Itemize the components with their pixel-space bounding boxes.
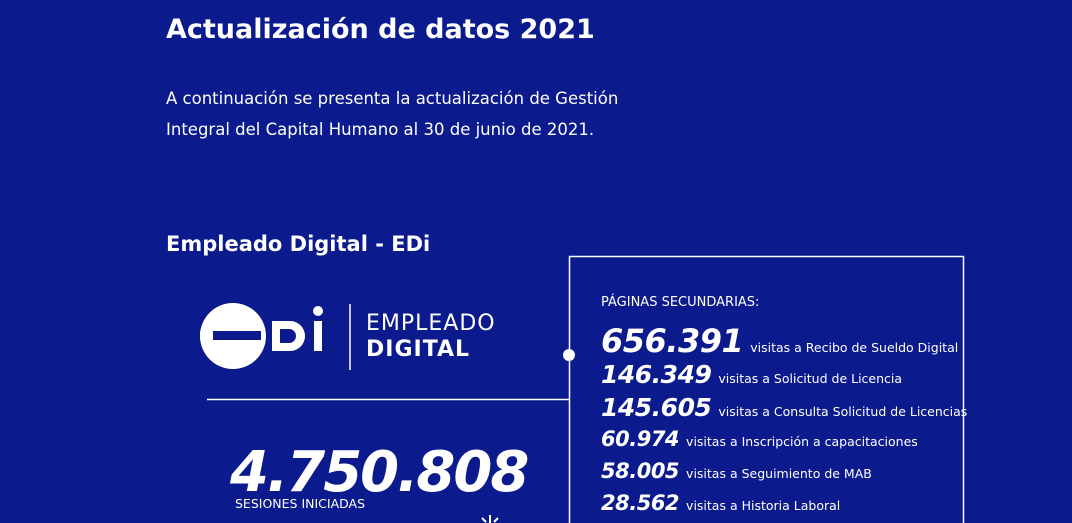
logo-text: EMPLEADO xyxy=(366,311,496,336)
item-label: visitas a Historia Laboral xyxy=(686,498,841,513)
item-label: visitas a Inscripción a capacitaciones xyxy=(686,434,918,449)
item-number: 58.005 xyxy=(601,459,680,483)
intro-line: Integral del Capital Humano al 30 de jun… xyxy=(166,120,595,139)
title: Actualización de datos 2021 xyxy=(166,14,595,45)
item-label: visitas a Consulta Solicitud de Licencia… xyxy=(718,404,968,419)
item-number: 28.562 xyxy=(601,491,680,515)
item-number: 145.605 xyxy=(601,393,712,422)
secondary-item: 28.562 visitas a Historia Laboral xyxy=(601,491,840,515)
secondary-box xyxy=(568,255,965,523)
item-label: visitas a Recibo de Sueldo Digital xyxy=(750,340,959,355)
item-number: 146.349 xyxy=(601,360,712,389)
intro-line: A continuación se presenta la actualizac… xyxy=(166,89,619,108)
secondary-item: 60.974 visitas a Inscripción a capacitaci… xyxy=(601,427,918,451)
secondary-item: 146.349 visitas a Solicitud de Licencia xyxy=(601,360,902,389)
edi-logo xyxy=(200,303,351,370)
item-label: visitas a Seguimiento de MAB xyxy=(686,466,872,481)
total-number: 4.750.808 xyxy=(230,440,529,505)
secondary-item: 656.391 visitas a Recibo de Sueldo Digita… xyxy=(601,322,958,360)
item-number: 60.974 xyxy=(601,427,680,451)
icon-fragment xyxy=(481,515,499,523)
item-label: visitas a Solicitud de Licencia xyxy=(718,371,903,386)
connector-dot xyxy=(563,349,575,361)
total-label: SESIONES INICIADAS xyxy=(235,496,366,511)
secondary-title: PÁGINAS SECUNDARIAS: xyxy=(601,295,760,310)
secondary-item: 58.005 visitas a Seguimiento de MAB xyxy=(601,459,872,483)
secondary-item: 145.605 visitas a Consulta Solicitud de L… xyxy=(601,393,967,422)
section-title: Empleado Digital - EDi xyxy=(166,232,431,256)
item-number: 656.391 xyxy=(601,322,744,360)
logo-text: DIGITAL xyxy=(366,337,471,362)
